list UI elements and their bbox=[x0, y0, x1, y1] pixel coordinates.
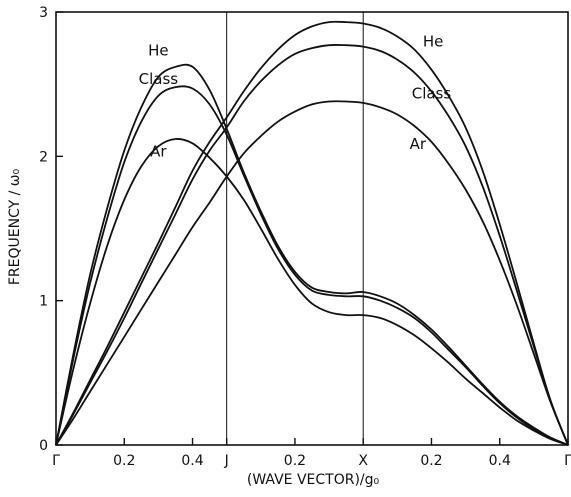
x-tick-label-5: X bbox=[358, 453, 368, 469]
x-tick-label-8: Γ bbox=[564, 453, 571, 469]
series-line-1 bbox=[55, 85, 569, 446]
x-axis-title: (WAVE VECTOR)/g₀ bbox=[247, 472, 380, 488]
x-tick-label-4: 0.2 bbox=[284, 453, 306, 469]
curve-label-2: Ar bbox=[150, 142, 167, 160]
series-line-0 bbox=[55, 63, 569, 446]
x-tick-label-7: 0.4 bbox=[489, 453, 511, 469]
series-line-3 bbox=[55, 20, 569, 446]
curve-label-1: Class bbox=[139, 70, 179, 88]
curve-labels: He Class Ar He Class Ar bbox=[139, 33, 452, 161]
plot-frame bbox=[55, 11, 569, 446]
y-tick-label-2: 2 bbox=[39, 149, 48, 165]
curve-label-4: Class bbox=[412, 85, 452, 103]
y-axis-title: FREQUENCY / ω₀ bbox=[7, 168, 23, 285]
series-line-5 bbox=[55, 100, 569, 446]
y-tick-label-3: 3 bbox=[39, 5, 48, 21]
curve-label-0: He bbox=[148, 41, 169, 59]
x-tick-label-3: J bbox=[224, 453, 229, 469]
x-tick-label-2: 0.4 bbox=[181, 453, 203, 469]
curve-label-5: Ar bbox=[410, 135, 427, 153]
y-tick-label-0: 0 bbox=[39, 438, 48, 454]
y-tick-label-1: 1 bbox=[39, 294, 48, 310]
dispersion-curves bbox=[55, 20, 569, 446]
series-line-4 bbox=[55, 44, 569, 446]
axes bbox=[55, 11, 569, 446]
curve-label-3: He bbox=[423, 33, 444, 51]
tick-marks-and-labels: 0 1 2 3 Γ 0.2 0.4 J 0.2 X 0.2 0.4 Γ bbox=[39, 5, 571, 469]
symmetry-point-lines bbox=[226, 12, 364, 445]
x-tick-label-6: 0.2 bbox=[420, 453, 442, 469]
x-tick-label-0: Γ bbox=[52, 453, 60, 469]
series-line-2 bbox=[55, 138, 569, 446]
x-tick-label-1: 0.2 bbox=[113, 453, 135, 469]
